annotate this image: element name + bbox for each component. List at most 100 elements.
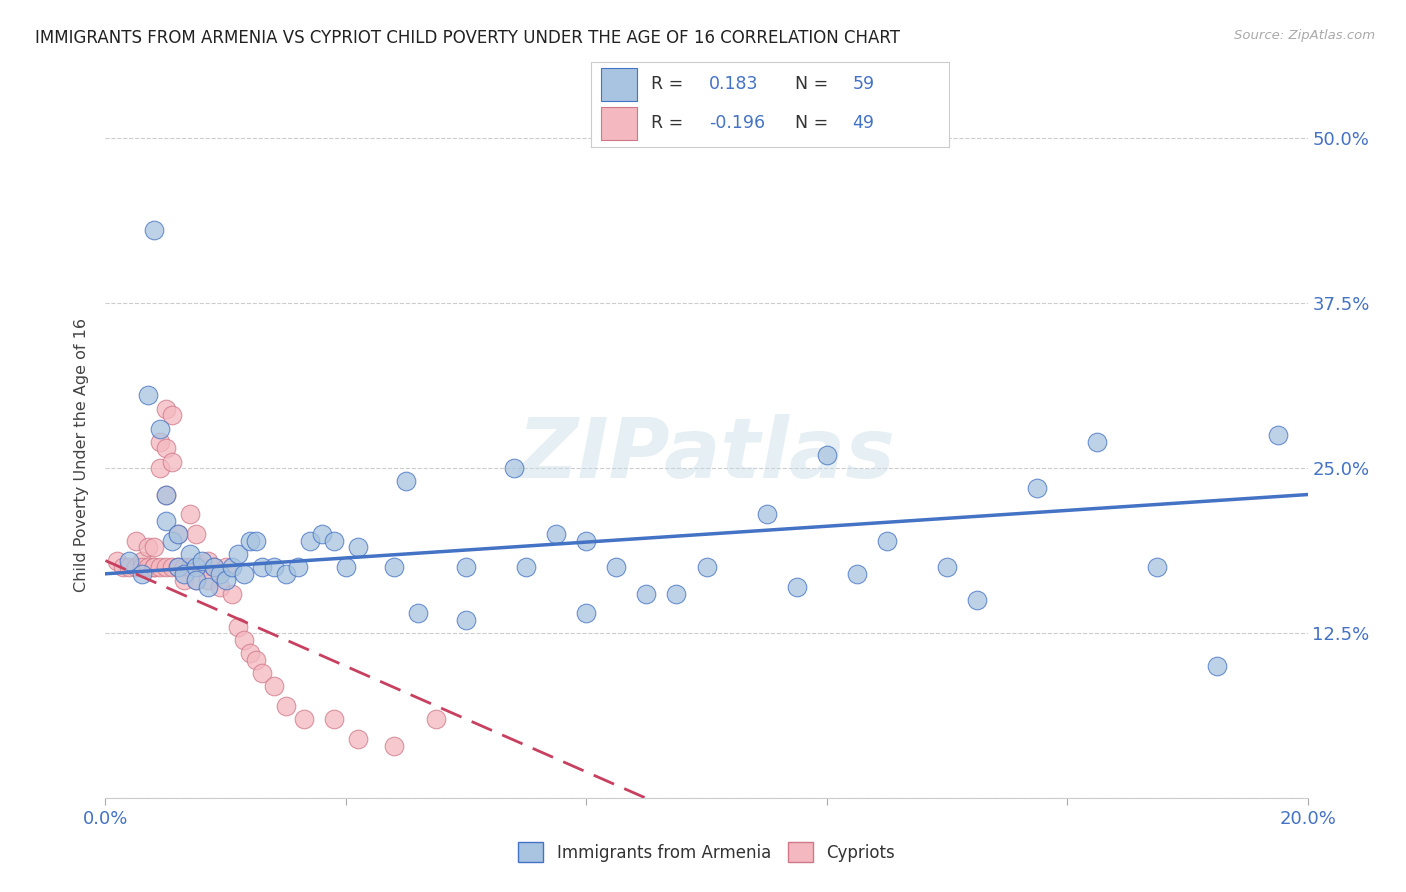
Point (665, 586, 688, 600)
Point (575, 533, 598, 548)
Point (546, 527, 568, 541)
Point (155, 514, 177, 528)
Point (208, 566, 231, 581)
Point (142, 223, 165, 237)
Point (454, 560, 477, 574)
Point (395, 475, 418, 489)
Point (155, 560, 177, 574)
Point (515, 560, 537, 574)
Text: -0.196: -0.196 (709, 114, 765, 132)
Point (335, 560, 357, 574)
Bar (602, 69, 637, 101)
Point (226, 547, 249, 561)
Point (184, 560, 207, 574)
Point (166, 527, 188, 541)
Point (148, 434, 170, 449)
Point (208, 580, 231, 594)
Text: ZIPatlas: ZIPatlas (517, 415, 896, 495)
Point (197, 574, 219, 588)
Point (815, 448, 838, 462)
Point (245, 533, 267, 548)
Point (1146, 560, 1168, 574)
Point (322, 533, 344, 548)
Text: N =: N = (794, 76, 828, 94)
Point (131, 566, 153, 581)
Point (755, 508, 778, 522)
Point (406, 607, 429, 621)
Point (160, 409, 183, 423)
Point (155, 442, 177, 456)
Point (250, 665, 273, 680)
Point (239, 533, 262, 548)
Point (1026, 481, 1049, 495)
Text: Source: ZipAtlas.com: Source: ZipAtlas.com (1234, 29, 1375, 42)
Point (575, 607, 598, 621)
Text: IMMIGRANTS FROM ARMENIA VS CYPRIOT CHILD POVERTY UNDER THE AGE OF 16 CORRELATION: IMMIGRANTS FROM ARMENIA VS CYPRIOT CHILD… (35, 29, 900, 46)
Point (263, 679, 285, 693)
Text: N =: N = (794, 114, 828, 132)
Point (425, 712, 447, 726)
Point (214, 560, 236, 574)
Point (454, 613, 477, 627)
Point (136, 560, 159, 574)
Point (311, 527, 333, 541)
Point (155, 401, 177, 416)
Point (197, 580, 219, 594)
Point (190, 560, 212, 574)
Point (274, 566, 297, 581)
Point (232, 566, 254, 581)
Text: R =: R = (651, 76, 683, 94)
Point (221, 586, 243, 600)
Point (636, 586, 658, 600)
Point (179, 560, 201, 574)
Point (118, 560, 141, 574)
Point (1085, 434, 1108, 449)
Point (112, 560, 135, 574)
Point (232, 632, 254, 647)
Text: R =: R = (651, 114, 683, 132)
Point (173, 574, 195, 588)
Point (226, 619, 249, 633)
Point (166, 560, 188, 574)
Point (202, 560, 225, 574)
Point (173, 566, 195, 581)
Point (221, 560, 243, 574)
Point (166, 560, 188, 574)
Point (124, 533, 146, 548)
Point (142, 560, 165, 574)
Point (214, 574, 236, 588)
Point (136, 388, 159, 402)
Point (696, 560, 718, 574)
Point (160, 560, 183, 574)
Point (136, 541, 159, 555)
Text: 0.183: 0.183 (709, 76, 758, 94)
Text: 49: 49 (852, 114, 875, 132)
Point (179, 547, 201, 561)
Point (160, 533, 183, 548)
Point (131, 560, 153, 574)
Point (148, 560, 170, 574)
Point (1206, 659, 1229, 673)
Point (786, 580, 808, 594)
Point (966, 593, 988, 607)
Point (142, 541, 165, 555)
Point (202, 560, 225, 574)
Point (107, 553, 129, 567)
Point (148, 421, 170, 435)
Point (245, 653, 267, 667)
Point (239, 646, 262, 660)
Point (605, 560, 627, 574)
Point (155, 487, 177, 501)
Point (322, 712, 344, 726)
Point (197, 553, 219, 567)
Y-axis label: Child Poverty Under the Age of 16: Child Poverty Under the Age of 16 (75, 318, 90, 592)
Point (166, 527, 188, 541)
Legend: Immigrants from Armenia, Cypriots: Immigrants from Armenia, Cypriots (512, 835, 901, 869)
Point (1267, 428, 1289, 442)
Point (131, 553, 153, 567)
Point (155, 487, 177, 501)
Point (287, 560, 309, 574)
Point (184, 574, 207, 588)
Point (148, 461, 170, 475)
Point (190, 553, 212, 567)
